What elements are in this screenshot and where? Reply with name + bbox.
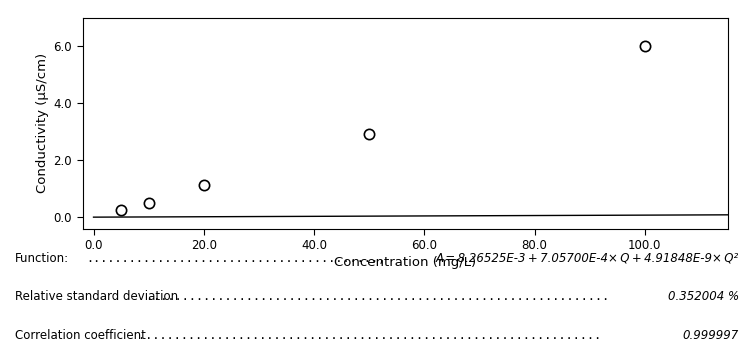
Point bbox=[198, 183, 210, 188]
Text: Correlation coefficient: Correlation coefficient bbox=[15, 329, 146, 342]
Text: Relative standard deviation: Relative standard deviation bbox=[15, 290, 178, 303]
Y-axis label: Conductivity (μS/cm): Conductivity (μS/cm) bbox=[36, 53, 50, 193]
Text: 0.352004 %: 0.352004 % bbox=[668, 290, 739, 303]
X-axis label: Concentration (mg/L): Concentration (mg/L) bbox=[334, 256, 476, 269]
Point bbox=[142, 200, 154, 206]
Text: .................................................................: ........................................… bbox=[139, 290, 609, 303]
Text: 0.999997: 0.999997 bbox=[682, 329, 739, 342]
Text: A = 8.26525E-3 + 7.05700E-4× Q + 4.91848E-9× Q²: A = 8.26525E-3 + 7.05700E-4× Q + 4.91848… bbox=[436, 252, 739, 265]
Text: .................................................................: ........................................… bbox=[131, 329, 602, 342]
Text: .........................................,: ........................................… bbox=[86, 252, 386, 265]
Point bbox=[639, 43, 651, 49]
Point bbox=[363, 131, 375, 137]
Text: Function:: Function: bbox=[15, 252, 69, 265]
Point bbox=[115, 207, 127, 213]
